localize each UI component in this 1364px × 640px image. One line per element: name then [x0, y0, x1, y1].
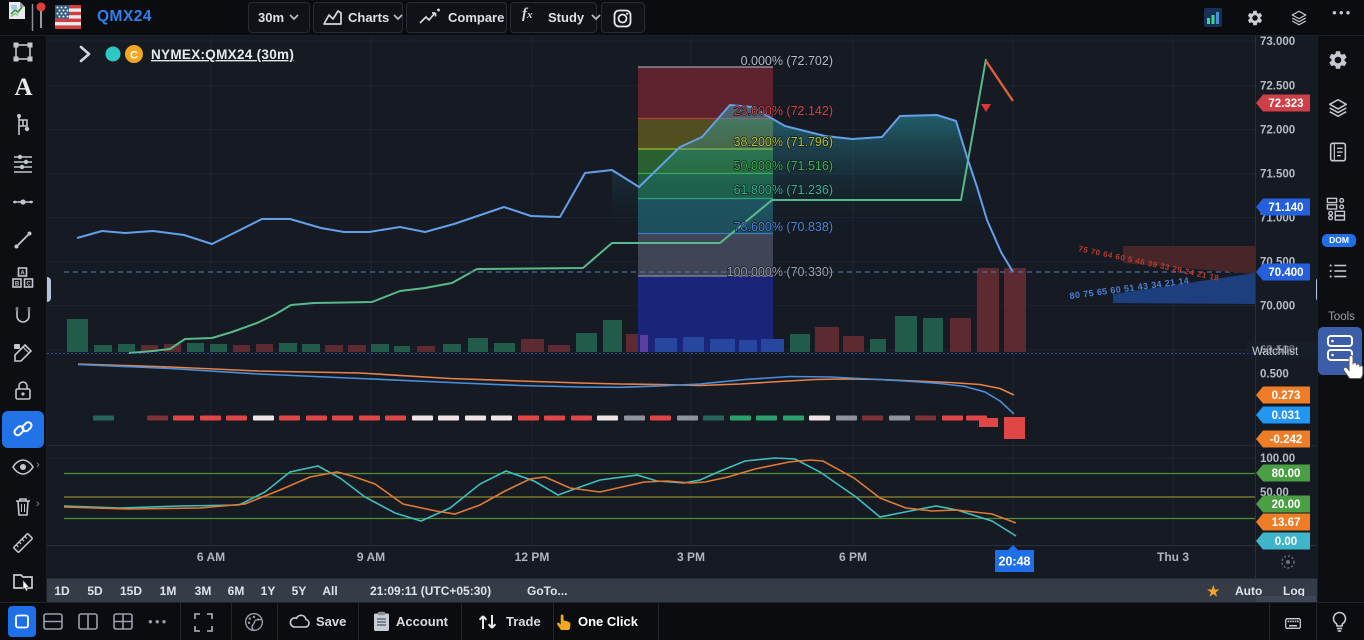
svg-text:C: C	[26, 281, 31, 287]
svg-text:50.000% (71.516): 50.000% (71.516)	[734, 159, 833, 173]
svg-text:100.000% (70.330): 100.000% (70.330)	[727, 265, 833, 279]
svg-text:20.00: 20.00	[1272, 499, 1301, 511]
svg-text:78.600% (70.838): 78.600% (70.838)	[734, 220, 833, 234]
svg-text:73.000: 73.000	[1260, 36, 1295, 48]
svg-text:13.67: 13.67	[1272, 517, 1301, 529]
svg-text:12 PM: 12 PM	[515, 550, 550, 564]
svg-text:70.000: 70.000	[1260, 301, 1295, 313]
svg-text:6 PM: 6 PM	[839, 550, 867, 564]
svg-text:B: B	[15, 281, 20, 287]
svg-text:72.323: 72.323	[1268, 98, 1303, 110]
svg-text:100.00: 100.00	[1260, 453, 1295, 465]
svg-text:0.031: 0.031	[1272, 410, 1301, 422]
svg-text:23.600% (72.142): 23.600% (72.142)	[734, 104, 833, 118]
svg-text:A: A	[20, 270, 25, 276]
svg-text:72.000: 72.000	[1260, 125, 1295, 137]
svg-text:Thu 3: Thu 3	[1157, 550, 1189, 564]
svg-text:6 AM: 6 AM	[197, 550, 225, 564]
svg-text:-0.242: -0.242	[1270, 434, 1303, 446]
svg-text:38.200% (71.796): 38.200% (71.796)	[734, 135, 833, 149]
svg-text:61.800% (71.236): 61.800% (71.236)	[734, 183, 833, 197]
svg-text:‹: ‹	[47, 285, 48, 295]
svg-text:0.500: 0.500	[1260, 369, 1289, 381]
svg-text:71.140: 71.140	[1268, 202, 1303, 214]
svg-text:Watchlist: Watchlist	[1252, 346, 1299, 358]
svg-text:20:48: 20:48	[999, 555, 1031, 569]
svg-text:0.000% (72.702): 0.000% (72.702)	[741, 54, 833, 68]
svg-text:C: C	[130, 50, 138, 62]
svg-text:70.400: 70.400	[1268, 267, 1303, 279]
svg-text:71.500: 71.500	[1260, 169, 1295, 181]
svg-text:3 PM: 3 PM	[677, 550, 705, 564]
svg-text:80.00: 80.00	[1272, 468, 1301, 480]
svg-text:0.273: 0.273	[1272, 390, 1301, 402]
svg-text:72.500: 72.500	[1260, 81, 1295, 93]
svg-text:0.00: 0.00	[1275, 536, 1297, 548]
svg-text:9 AM: 9 AM	[357, 550, 385, 564]
svg-text:NYMEX:QMX24 (30m): NYMEX:QMX24 (30m)	[151, 47, 294, 62]
